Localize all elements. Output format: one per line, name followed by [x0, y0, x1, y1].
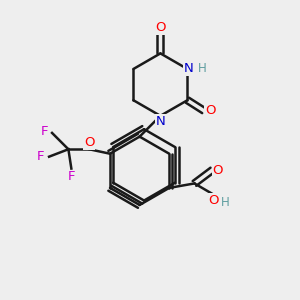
Text: O: O [212, 164, 223, 177]
Text: O: O [208, 194, 219, 207]
Text: F: F [68, 170, 75, 183]
Text: O: O [155, 21, 166, 34]
Text: F: F [37, 150, 44, 163]
Text: O: O [205, 104, 216, 117]
Text: N: N [184, 62, 194, 75]
Text: N: N [156, 115, 166, 128]
Text: F: F [41, 125, 48, 138]
Text: H: H [198, 62, 207, 75]
Text: O: O [84, 136, 94, 149]
Text: H: H [221, 196, 230, 209]
